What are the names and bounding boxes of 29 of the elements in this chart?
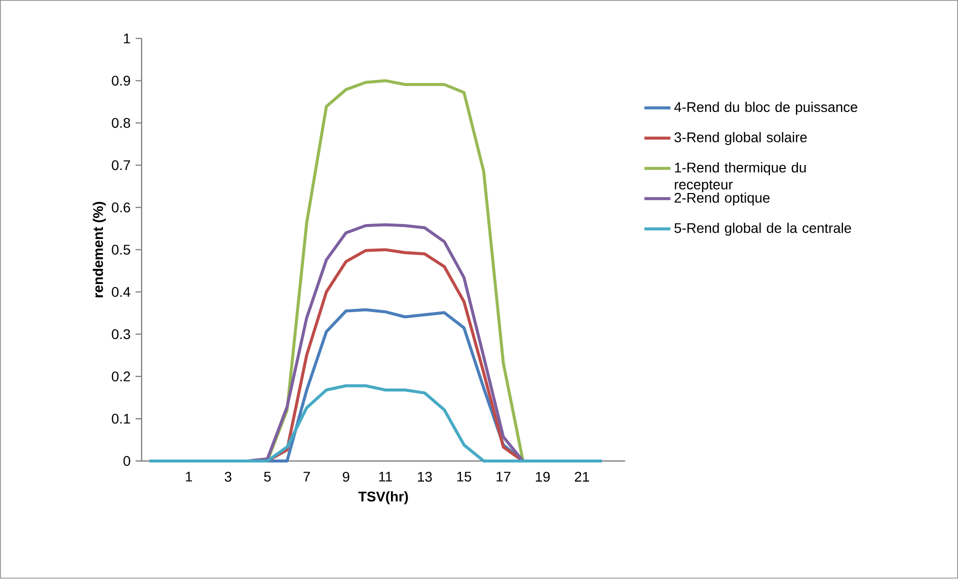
y-tick-label: 0.5 [112, 244, 130, 255]
y-tick-label: 0.8 [112, 118, 130, 128]
legend-label: 4-Rend du bloc de puissance [674, 102, 858, 116]
x-tick-label: 1 [186, 472, 192, 482]
x-tick-label: 7 [304, 472, 310, 482]
y-tick-label: 0.9 [112, 76, 130, 86]
legend-label: 2-Rend optique [674, 192, 770, 206]
y-tick-label: 0 [124, 456, 130, 466]
legend-label: 5-Rend global de la centrale [674, 222, 852, 236]
y-tick-label: 0.4 [112, 287, 130, 298]
x-tick-label: 3 [224, 472, 232, 482]
x-tick-label: 21 [574, 472, 590, 482]
y-tick-label: 0.3 [112, 329, 130, 340]
y-tick-label: 0.2 [112, 372, 130, 382]
x-tick-label: 11 [379, 472, 392, 482]
x-tick-label: 9 [342, 472, 350, 482]
x-tick-label: 13 [418, 472, 432, 482]
legend-label: 3-Rend global solaire [674, 132, 807, 146]
y-tick-label: 0.1 [112, 414, 130, 424]
y-tick-label: 0.6 [112, 202, 130, 213]
y-tick-label: 1 [124, 34, 130, 44]
x-tick-label: 19 [536, 472, 550, 482]
legend-label: 1-Rend thermique du recepteur [674, 162, 806, 192]
x-tick-label: 5 [264, 472, 271, 482]
x-axis-title: TSV(hr) [358, 491, 408, 504]
x-tick-label: 17 [496, 472, 510, 482]
y-tick-label: 0.7 [112, 160, 130, 170]
x-tick-label: 15 [457, 472, 472, 482]
y-axis-title: rendement (%) [92, 202, 106, 298]
